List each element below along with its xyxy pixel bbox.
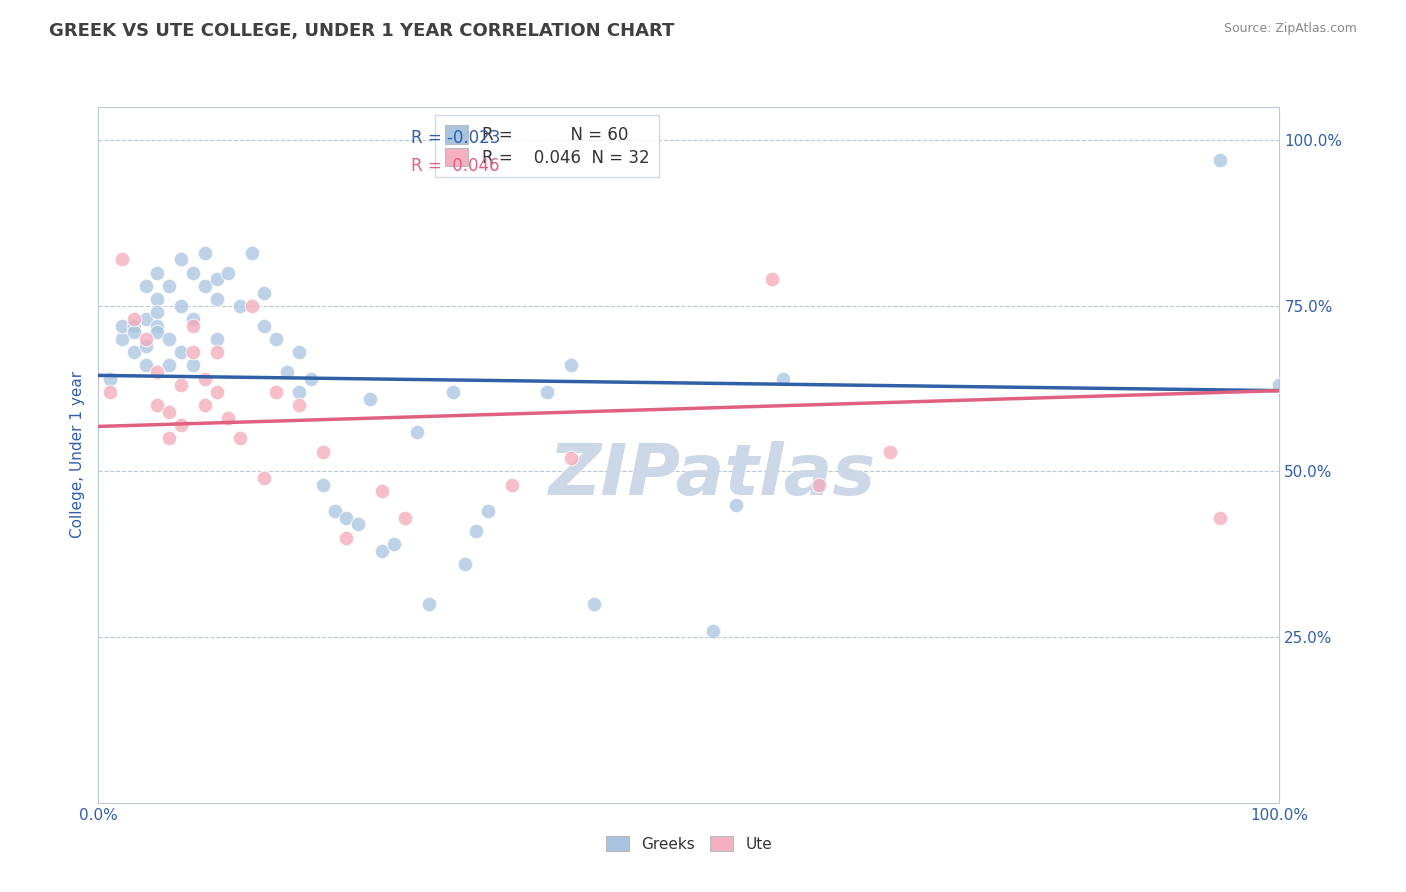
Point — [98, 384, 121, 399]
Point — [194, 398, 217, 412]
Point — [394, 511, 416, 525]
Point — [205, 272, 228, 286]
Point — [323, 504, 346, 518]
Point — [111, 318, 134, 333]
Point — [135, 338, 157, 352]
Point — [135, 279, 157, 293]
Text: R = -0.023: R = -0.023 — [412, 129, 501, 147]
Point — [879, 444, 901, 458]
Point — [135, 312, 157, 326]
Point — [240, 299, 263, 313]
Point — [205, 345, 228, 359]
Text: ZIPatlas: ZIPatlas — [548, 442, 876, 510]
Point — [122, 312, 145, 326]
Point — [157, 279, 180, 293]
Point — [288, 345, 311, 359]
Point — [264, 332, 287, 346]
Point — [135, 332, 157, 346]
Point — [253, 318, 276, 333]
Point — [181, 318, 204, 333]
Point — [583, 597, 606, 611]
Point — [371, 544, 394, 558]
Point — [253, 285, 276, 300]
Point — [157, 332, 180, 346]
Point — [288, 398, 311, 412]
Point — [312, 444, 335, 458]
Text: R =  0.046: R = 0.046 — [412, 157, 501, 175]
Point — [217, 266, 239, 280]
Point — [477, 504, 499, 518]
Point — [465, 524, 488, 538]
Point — [98, 372, 121, 386]
Point — [560, 359, 582, 373]
Point — [229, 431, 252, 445]
Point — [146, 305, 169, 319]
Point — [170, 378, 193, 392]
Text: Source: ZipAtlas.com: Source: ZipAtlas.com — [1223, 22, 1357, 36]
Point — [205, 332, 228, 346]
Point — [560, 451, 582, 466]
Point — [122, 345, 145, 359]
Point — [299, 372, 322, 386]
Point — [111, 332, 134, 346]
Point — [240, 245, 263, 260]
Point — [418, 597, 440, 611]
Point — [276, 365, 298, 379]
Point — [1268, 378, 1291, 392]
Point — [335, 531, 357, 545]
Point — [501, 477, 523, 491]
Point — [382, 537, 405, 551]
Point — [453, 558, 475, 572]
Point — [122, 326, 145, 340]
Point — [725, 498, 748, 512]
Point — [264, 384, 287, 399]
Point — [807, 477, 830, 491]
Point — [441, 384, 464, 399]
Point — [146, 318, 169, 333]
Point — [205, 384, 228, 399]
Point — [1209, 511, 1232, 525]
Point — [146, 266, 169, 280]
Point — [181, 345, 204, 359]
Point — [181, 266, 204, 280]
Point — [170, 252, 193, 267]
Point — [181, 312, 204, 326]
Point — [181, 359, 204, 373]
Point — [205, 292, 228, 306]
Point — [157, 405, 180, 419]
Point — [1209, 153, 1232, 167]
Point — [146, 365, 169, 379]
Point — [253, 471, 276, 485]
Point — [217, 411, 239, 425]
Point — [335, 511, 357, 525]
Point — [157, 359, 180, 373]
Point — [536, 384, 558, 399]
Point — [194, 245, 217, 260]
Point — [170, 299, 193, 313]
Point — [146, 326, 169, 340]
Point — [359, 392, 381, 406]
Point — [194, 279, 217, 293]
Point — [170, 418, 193, 433]
Point — [146, 398, 169, 412]
Point — [761, 272, 783, 286]
Point — [312, 477, 335, 491]
Legend: Greeks, Ute: Greeks, Ute — [600, 830, 778, 858]
Point — [170, 345, 193, 359]
Point — [347, 517, 370, 532]
Point — [702, 624, 724, 638]
Point — [288, 384, 311, 399]
Point — [371, 484, 394, 499]
Point — [122, 318, 145, 333]
Point — [229, 299, 252, 313]
Point — [135, 359, 157, 373]
Text: GREEK VS UTE COLLEGE, UNDER 1 YEAR CORRELATION CHART: GREEK VS UTE COLLEGE, UNDER 1 YEAR CORRE… — [49, 22, 675, 40]
Point — [111, 252, 134, 267]
Y-axis label: College, Under 1 year: College, Under 1 year — [70, 371, 86, 539]
Point — [146, 292, 169, 306]
Point — [194, 372, 217, 386]
Point — [157, 431, 180, 445]
Point — [406, 425, 429, 439]
Point — [772, 372, 794, 386]
